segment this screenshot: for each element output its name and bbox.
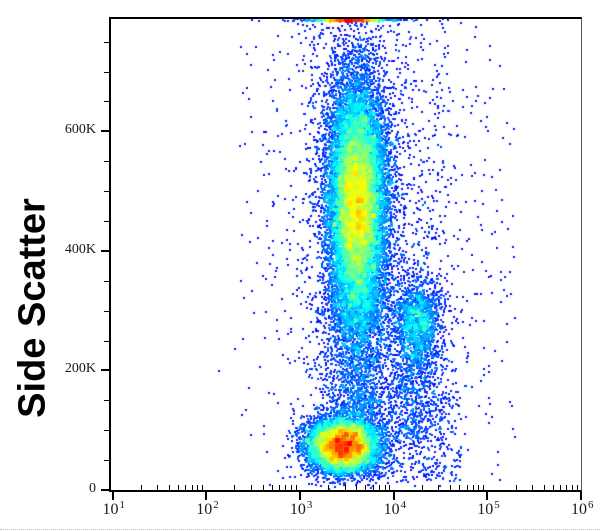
x-major-tick — [392, 492, 395, 500]
x-tick-label: 104 — [383, 499, 407, 518]
x-tick-label: 101 — [102, 499, 126, 518]
y-major-tick — [101, 489, 109, 491]
x-tick-label: 103 — [289, 499, 313, 518]
y-major-tick — [101, 249, 109, 252]
x-major-tick — [486, 492, 489, 500]
y-major-tick — [101, 369, 109, 372]
x-major-tick — [111, 492, 114, 500]
x-tick-label: 102 — [196, 499, 219, 518]
density-scatter-canvas — [111, 19, 581, 490]
figure-bottom-edge — [0, 529, 600, 530]
x-major-tick — [580, 492, 582, 500]
y-major-tick — [101, 130, 109, 133]
x-tick-label: 106 — [571, 499, 594, 518]
y-axis-title: Side Scatter — [11, 198, 54, 418]
y-tick-label: 0 — [89, 481, 96, 496]
x-tick-label: 105 — [477, 499, 500, 518]
x-major-tick — [205, 492, 208, 500]
y-tick-label: 600K — [64, 122, 96, 138]
x-major-tick — [298, 492, 301, 500]
plot-area — [109, 17, 582, 492]
